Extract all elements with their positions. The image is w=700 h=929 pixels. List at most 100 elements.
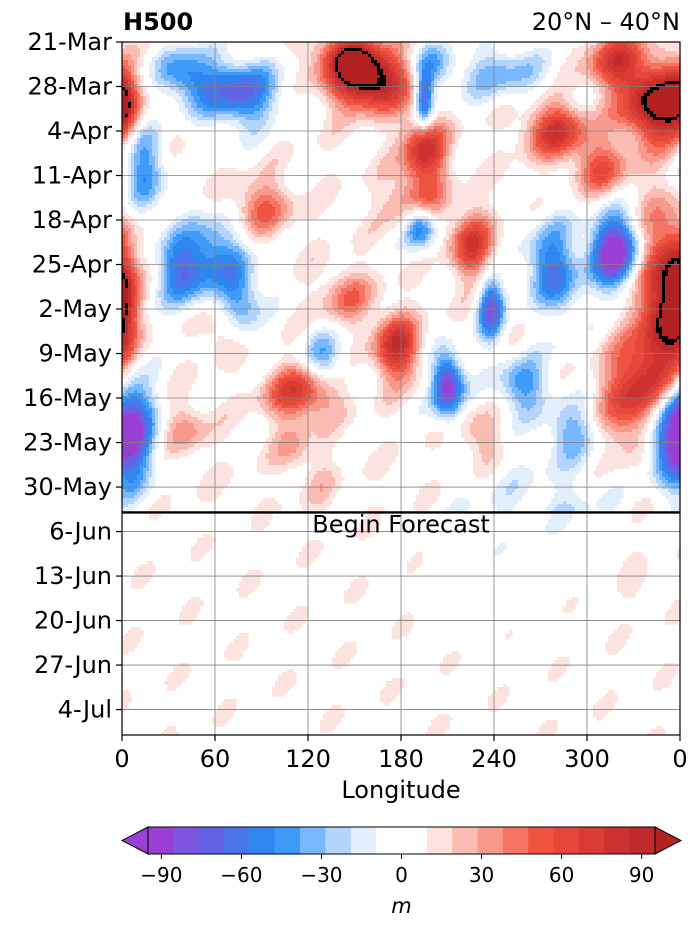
field-cell bbox=[188, 45, 192, 49]
field-cell bbox=[164, 63, 168, 67]
field-cell bbox=[503, 66, 507, 70]
field-cell bbox=[173, 69, 177, 73]
field-cell bbox=[395, 51, 399, 55]
field-cell bbox=[296, 54, 300, 58]
field-cell bbox=[293, 48, 297, 52]
field-cell bbox=[305, 60, 309, 64]
field-cell bbox=[476, 60, 480, 64]
field-cell bbox=[512, 60, 516, 64]
field-cell bbox=[626, 66, 630, 70]
field-cell bbox=[431, 66, 435, 70]
field-cell bbox=[170, 48, 174, 52]
field-cell bbox=[401, 42, 405, 46]
field-cell bbox=[611, 42, 615, 46]
field-cell bbox=[260, 60, 264, 64]
field-cell bbox=[158, 69, 162, 73]
field-cell bbox=[140, 57, 144, 61]
field-cell bbox=[632, 66, 636, 70]
field-cell bbox=[188, 63, 192, 67]
field-cell bbox=[584, 66, 588, 70]
field-cell bbox=[578, 66, 582, 70]
field-cell bbox=[302, 51, 306, 55]
field-cell bbox=[533, 63, 537, 67]
field-cell bbox=[653, 63, 657, 67]
field-cell bbox=[365, 51, 369, 55]
field-cell bbox=[644, 45, 648, 49]
field-cell bbox=[323, 48, 327, 52]
field-cell bbox=[173, 48, 177, 52]
field-cell bbox=[485, 42, 489, 46]
field-cell bbox=[485, 66, 489, 70]
field-cell bbox=[290, 45, 294, 49]
field-cell bbox=[302, 42, 306, 46]
field-cell bbox=[419, 54, 423, 58]
field-cell bbox=[470, 60, 474, 64]
field-cell bbox=[344, 57, 348, 61]
field-cell bbox=[440, 60, 444, 64]
field-cell bbox=[575, 57, 579, 61]
field-cell bbox=[545, 66, 549, 70]
field-cell bbox=[251, 60, 255, 64]
field-cell bbox=[548, 51, 552, 55]
field-cell bbox=[605, 48, 609, 52]
field-cell bbox=[224, 45, 228, 49]
field-cell bbox=[206, 45, 210, 49]
field-cell bbox=[137, 42, 141, 46]
field-cell bbox=[617, 57, 621, 61]
field-cell bbox=[590, 51, 594, 55]
field-cell bbox=[656, 51, 660, 55]
field-cell bbox=[320, 42, 324, 46]
field-cell bbox=[341, 42, 345, 46]
field-cell bbox=[635, 42, 639, 46]
field-cell bbox=[626, 42, 630, 46]
field-cell bbox=[479, 54, 483, 58]
field-cell bbox=[362, 54, 366, 58]
field-cell bbox=[131, 54, 135, 58]
field-cell bbox=[344, 45, 348, 49]
field-cell bbox=[530, 60, 534, 64]
field-cell bbox=[194, 51, 198, 55]
field-cell bbox=[437, 45, 441, 49]
field-cell bbox=[446, 66, 450, 70]
field-cell bbox=[227, 66, 231, 70]
field-cell bbox=[125, 69, 129, 73]
field-cell bbox=[662, 63, 666, 67]
field-cell bbox=[608, 54, 612, 58]
field-cell bbox=[644, 51, 648, 55]
field-cell bbox=[311, 63, 315, 67]
field-cell bbox=[407, 48, 411, 52]
field-cell bbox=[191, 63, 195, 67]
field-cell bbox=[536, 60, 540, 64]
field-cell bbox=[206, 63, 210, 67]
field-cell bbox=[548, 57, 552, 61]
field-cell bbox=[326, 63, 330, 67]
field-cell bbox=[341, 54, 345, 58]
field-cell bbox=[665, 60, 669, 64]
field-cell bbox=[497, 66, 501, 70]
field-cell bbox=[275, 63, 279, 67]
field-cell bbox=[371, 48, 375, 52]
field-cell bbox=[638, 48, 642, 52]
field-cell bbox=[380, 48, 384, 52]
field-cell bbox=[347, 42, 351, 46]
field-cell bbox=[497, 60, 501, 64]
field-cell bbox=[350, 54, 354, 58]
field-cell bbox=[635, 54, 639, 58]
field-cell bbox=[677, 42, 681, 46]
field-cell bbox=[161, 63, 165, 67]
field-cell bbox=[359, 51, 363, 55]
field-cell bbox=[659, 48, 663, 52]
field-cell bbox=[200, 66, 204, 70]
field-cell bbox=[524, 54, 528, 58]
field-cell bbox=[428, 54, 432, 58]
field-cell bbox=[605, 60, 609, 64]
field-cell bbox=[359, 45, 363, 49]
field-cell bbox=[323, 45, 327, 49]
field-cell bbox=[176, 48, 180, 52]
field-cell bbox=[641, 66, 645, 70]
field-cell bbox=[533, 66, 537, 70]
field-cell bbox=[494, 66, 498, 70]
field-cell bbox=[239, 63, 243, 67]
field-cell bbox=[506, 63, 510, 67]
field-cell bbox=[533, 60, 537, 64]
